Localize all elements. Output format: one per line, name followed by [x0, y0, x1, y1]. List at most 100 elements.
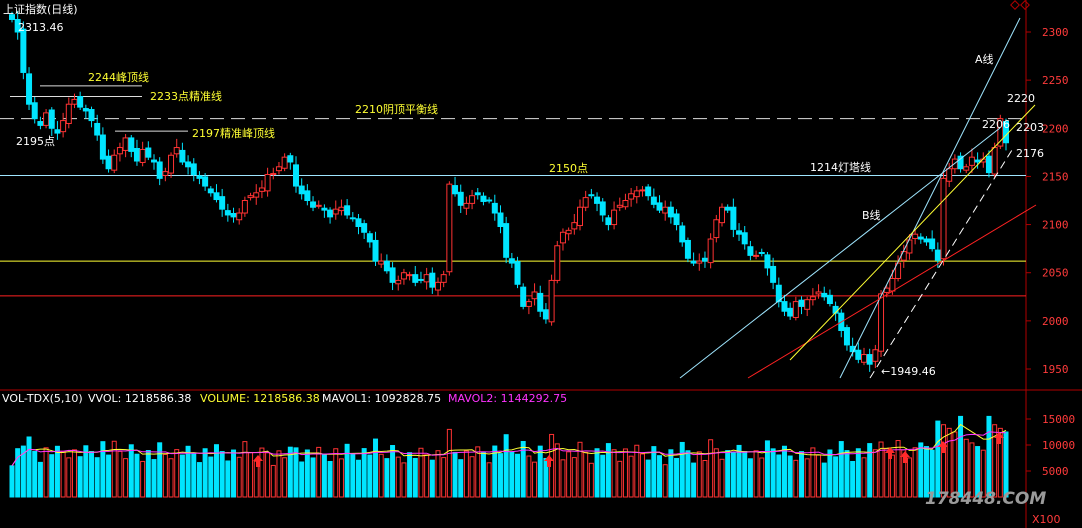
- level-2176-label: 2176: [1016, 147, 1044, 160]
- candle-body: [866, 354, 873, 365]
- candle-body: [781, 301, 788, 312]
- line-a: [839, 17, 1021, 379]
- volume-bar: [821, 462, 827, 498]
- volume-bar: [838, 441, 844, 498]
- volume-bars: [9, 415, 1009, 498]
- volume-bar: [219, 451, 225, 498]
- volume-bar: [719, 458, 725, 498]
- candle-body: [577, 206, 583, 227]
- volume-bar: [520, 441, 526, 498]
- candle-body: [588, 194, 595, 197]
- volume-bar: [145, 450, 151, 498]
- candle-body: [679, 225, 686, 243]
- volume-bar: [458, 459, 464, 498]
- candle-body: [764, 254, 771, 269]
- candle-body: [446, 183, 453, 273]
- volume-bar: [89, 451, 95, 498]
- candle-body: [133, 148, 140, 162]
- volume-bar: [100, 441, 106, 498]
- candle-body: [843, 327, 850, 346]
- mavol1-line: [11, 423, 1007, 467]
- volume-bar: [15, 448, 21, 498]
- dashed-trend-line: [869, 149, 1013, 379]
- candle-body: [20, 28, 27, 73]
- candle-body: [190, 163, 197, 176]
- candle-body: [787, 307, 794, 317]
- volume-bar: [304, 449, 310, 498]
- volume-bar: [1003, 431, 1009, 498]
- mavol1-value: MAVOL1: 1092828.75: [322, 392, 441, 405]
- candle-body: [315, 204, 322, 207]
- candle-body: [571, 222, 578, 230]
- level-2220-label: 2220: [1007, 92, 1035, 105]
- candle-body: [707, 238, 714, 264]
- candle-body: [122, 137, 129, 151]
- candle-body: [542, 309, 549, 320]
- volume-bar: [384, 458, 390, 498]
- volume-bar: [543, 457, 549, 498]
- volume-bar: [236, 456, 242, 498]
- watermark: 178448.COM: [925, 489, 1046, 509]
- candle-body: [71, 98, 78, 105]
- volume-bar: [634, 444, 640, 498]
- vol-panel-name: VOL-TDX(5,10): [2, 392, 83, 405]
- signal-arrow-icon: [938, 441, 948, 453]
- candle-body: [525, 301, 532, 307]
- candle-body: [548, 279, 555, 323]
- candle-body: [758, 251, 765, 254]
- volume-bar: [231, 449, 237, 498]
- volume-bar: [49, 454, 55, 498]
- volume-bar: [225, 460, 231, 498]
- volume-bar: [355, 459, 361, 498]
- volume-bar: [861, 457, 867, 498]
- volume-bar: [878, 441, 884, 498]
- candle-body: [287, 155, 294, 163]
- candle-body: [991, 147, 998, 175]
- price-tick-label: 2100: [1042, 219, 1069, 232]
- volume-axis: 5000 10000 15000: [1026, 413, 1075, 478]
- candle-body: [480, 195, 487, 202]
- volume-bar: [730, 451, 736, 498]
- candle-body: [332, 208, 339, 215]
- volume-bar: [935, 420, 941, 498]
- volume-bar: [639, 453, 645, 498]
- volume-bar: [583, 451, 589, 498]
- volume-bar: [94, 457, 100, 498]
- volume-bar: [446, 428, 452, 498]
- volume-bar: [577, 441, 583, 498]
- candle-body: [667, 206, 674, 218]
- volume-bar: [526, 455, 532, 498]
- candle-body: [270, 173, 277, 176]
- candle-body: [520, 286, 527, 307]
- candle-body: [497, 212, 504, 227]
- volume-bar: [407, 452, 413, 498]
- volume-bar: [923, 446, 929, 498]
- candle-body: [9, 14, 15, 20]
- volume-bar: [452, 451, 458, 498]
- volume-bar: [588, 462, 594, 498]
- candle-body: [730, 206, 737, 230]
- candle-body: [37, 121, 44, 126]
- low-label: ←1949.46: [881, 365, 936, 378]
- candle-body: [162, 171, 169, 176]
- trend-lines: [679, 17, 1037, 379]
- candle-body: [861, 354, 867, 363]
- volume-bar: [770, 448, 776, 498]
- candle-body: [963, 166, 970, 171]
- volume-bar: [276, 450, 282, 498]
- volume-bar: [952, 431, 958, 498]
- line-b: [679, 127, 1001, 379]
- candle-body: [628, 193, 635, 200]
- volume-bar: [980, 449, 986, 498]
- volume-bar: [191, 452, 197, 498]
- line-2197-label: 2197精准峰顶线: [192, 126, 275, 140]
- candle-body: [934, 249, 941, 261]
- volume-bar: [492, 445, 498, 498]
- candle-body: [713, 219, 720, 239]
- volume-bar: [316, 446, 322, 498]
- price-tick-label: 2250: [1042, 74, 1069, 87]
- candle-body: [895, 262, 902, 279]
- volume-bar: [213, 444, 219, 498]
- volume-bar: [463, 450, 469, 498]
- volume-bar: [912, 447, 918, 498]
